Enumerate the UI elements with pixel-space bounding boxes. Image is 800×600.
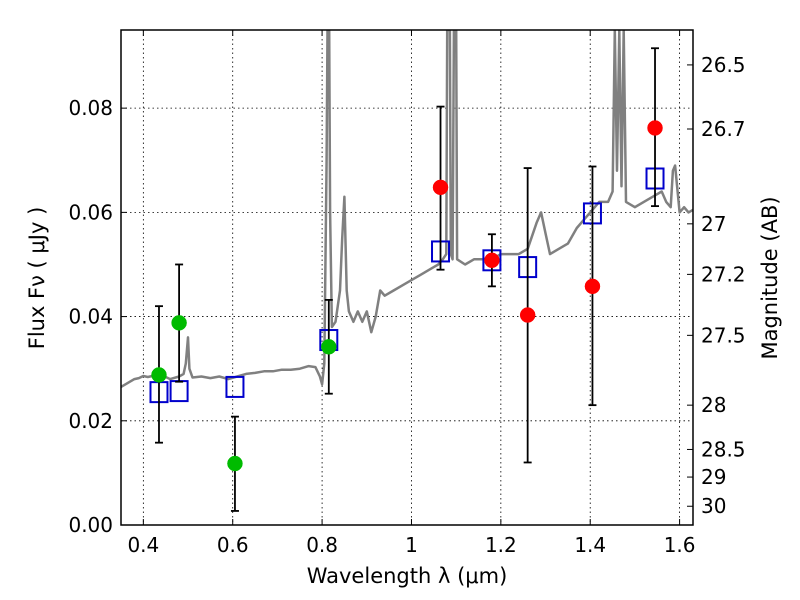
- x-tick-label: 1.2: [485, 533, 517, 557]
- y-right-tick-label: 26.5: [701, 53, 746, 77]
- y-right-tick-label: 26.7: [701, 117, 746, 141]
- y-right-tick-label: 30: [701, 494, 726, 518]
- model-photometry-square: [225, 375, 245, 398]
- observed-point: [519, 307, 536, 323]
- observed-point: [227, 455, 243, 472]
- y-right-tick-label: 28.5: [701, 437, 746, 461]
- spectrum-line: [121, 30, 693, 388]
- ticks: [121, 30, 693, 526]
- observed-point: [647, 120, 663, 136]
- observed-point: [321, 339, 337, 355]
- y-tick-label: 0.08: [68, 96, 113, 120]
- x-axis-label: Wavelength λ (μm): [307, 564, 508, 588]
- plot-frame: [120, 29, 694, 526]
- y-axis-label: Flux Fν ( μJy ): [25, 207, 49, 350]
- y-right-tick-label: 28: [701, 393, 726, 417]
- x-tick-label: 1.6: [664, 533, 696, 557]
- y-tick-label: 0.04: [68, 305, 113, 329]
- y-right-tick-label: 29: [701, 465, 726, 489]
- y-tick-label: 0.00: [68, 513, 113, 537]
- observed-point: [584, 278, 601, 295]
- x-tick-label: 1.4: [574, 533, 606, 557]
- y-right-tick-label: 27.5: [701, 323, 746, 347]
- x-tick-label: 0.4: [127, 533, 159, 557]
- plot-area: [121, 30, 693, 512]
- observed-point: [484, 252, 500, 269]
- y-right-tick-label: 27.2: [701, 262, 746, 286]
- y-tick-label: 0.02: [68, 409, 113, 433]
- y-tick-label: 0.06: [68, 200, 113, 224]
- grid: [121, 30, 693, 526]
- tick-labels: 0.4 0.6 0.8 1 1.2 1.4 1.6 0.00 0.02 0.04 0.06 0.08 2…: [68, 53, 745, 557]
- x-tick-label: 0.8: [306, 533, 338, 557]
- y-right-axis-label: Magnitude (AB): [758, 196, 782, 359]
- x-tick-label: 1: [405, 533, 418, 557]
- observed-point: [151, 367, 167, 383]
- y-right-tick-label: 27: [701, 212, 726, 236]
- observed-point: [432, 179, 449, 196]
- x-tick-label: 0.6: [217, 533, 249, 557]
- observed-point: [171, 315, 187, 331]
